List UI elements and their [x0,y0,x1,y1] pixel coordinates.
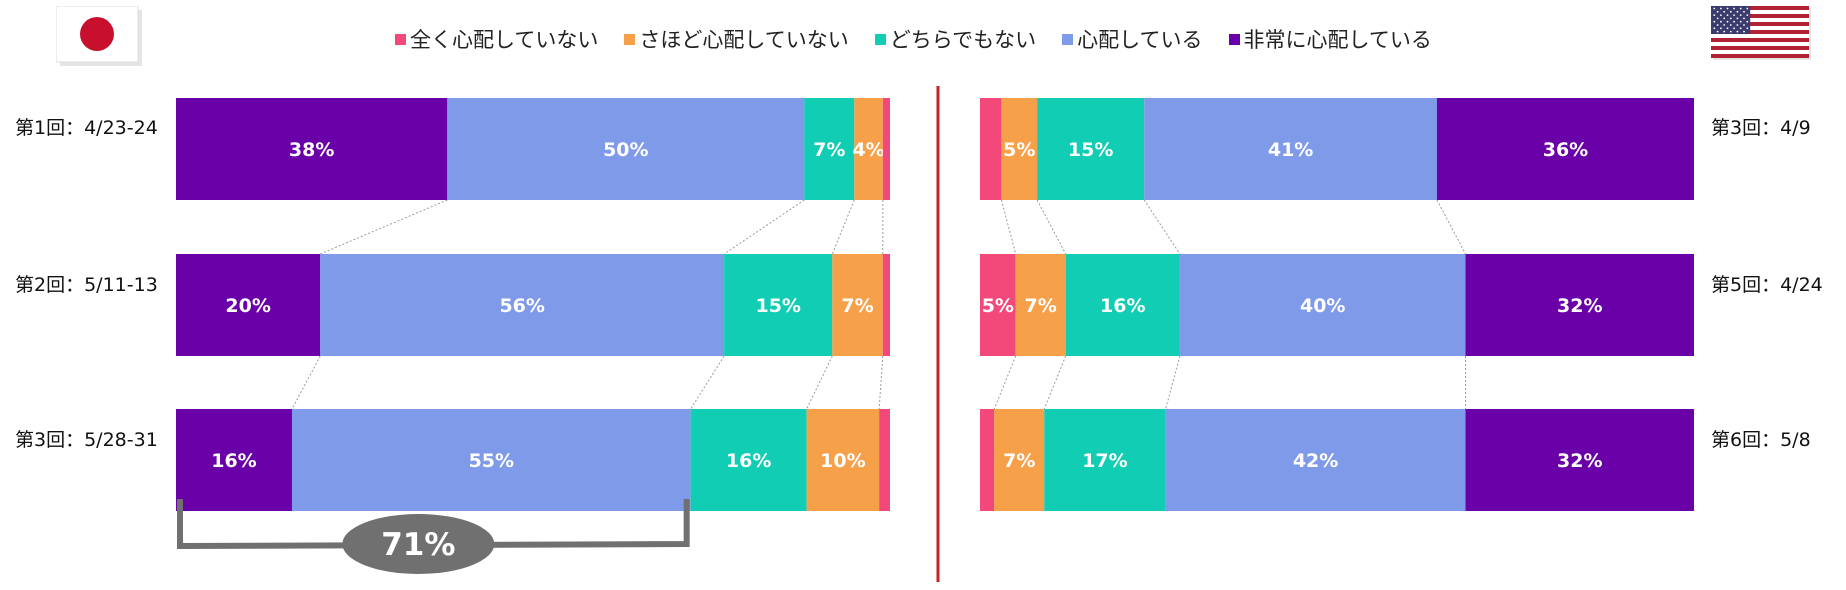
usa-bar-1-label-4: 41% [1268,139,1313,161]
usa-bar-1-segment-4 [1144,98,1437,200]
japan-bar-3-label-1: 16% [211,450,256,472]
legend-label: 心配している [1077,28,1203,52]
japan-connector-line [291,355,321,410]
usa-bar-3-label-5: 32% [1557,450,1602,472]
usa-bar-2-segment-4 [1179,254,1466,356]
japan-bar-1-label-1: 38% [289,139,334,161]
usa-bar-2-segment-5 [1465,254,1694,356]
usa-flag-icon [1711,6,1811,66]
legend-label: どちらでもない [889,28,1037,52]
japan-bar-1-segment-3 [804,98,855,200]
legend-item-3: どちらでもない [874,24,1037,54]
japan-bar-2-segment-5 [882,254,890,356]
japan-bar-2-label-3: 15% [755,295,800,317]
legend-item-5: 非常に心配している [1228,24,1432,54]
japan-row-label-2: 第2回：5/11-13 [15,274,158,296]
japan-row-label-3: 第3回：5/28-31 [15,429,158,451]
japan-bar-3-label-4: 10% [820,450,865,472]
usa-connector-line [1036,199,1067,255]
usa-bar-1-segment-1 [980,98,1002,200]
japan-bar-2-segment-1 [176,254,321,356]
usa-bar-2-segment-1 [980,254,1016,356]
japan-bar-2-segment-3 [724,254,833,356]
japan-connector-line [831,199,855,255]
japan-bar-1-label-4: 4% [852,139,884,161]
japan-flag-icon [55,5,144,70]
legend-label: 非常に心配している [1243,28,1432,52]
japan-bar-1-segment-1 [176,98,448,200]
usa-bar-1-segment-3 [1037,98,1145,200]
japan-bar-3-segment-4 [806,409,880,511]
legend: 全く心配していない さほど心配していない どちらでもない 心配している 非常に心配してい… [395,24,1458,54]
usa-connector-line [1143,199,1181,255]
usa-bar-1-segment-5 [1436,98,1694,200]
usa-row-label-1: 第3回：4/9 [1711,117,1811,139]
japan-bar-1-segment-2 [447,98,805,200]
japan-bar-1-label-3: 7% [813,139,845,161]
japan-bar-3-segment-3 [690,409,807,511]
annotation-bubble [342,514,495,574]
japan-row-label-1: 第1回：4/23-24 [15,117,158,139]
usa-bar-2-label-1: 5% [982,295,1014,317]
usa-bar-1-label-2: 5% [1003,139,1035,161]
usa-bar-3-segment-1 [980,409,995,511]
legend-label: さほど心配していない [639,28,849,52]
japan-connector-line [723,199,805,255]
japan-bar-2-label-2: 56% [499,295,544,317]
japan-bar-3-segment-1 [176,409,292,511]
japan-bar-1-segment-4 [854,98,883,200]
japan-bar-3-segment-5 [879,409,890,511]
usa-bar-3-label-3: 17% [1082,450,1127,472]
legend-swatch [1228,33,1240,45]
legend-swatch [874,33,886,45]
usa-connector-line [993,355,1017,410]
usa-bar-1-label-5: 36% [1543,139,1588,161]
usa-bar-2-label-4: 40% [1300,295,1345,317]
japan-connector-line [690,355,725,410]
usa-bar-2-label-2: 7% [1025,295,1057,317]
usa-bar-3-label-4: 42% [1293,450,1338,472]
usa-connector-line [1043,355,1067,410]
japan-bar-3-label-3: 16% [726,450,771,472]
usa-bar-2-label-5: 32% [1557,295,1602,317]
japan-bar-3-label-2: 55% [469,450,514,472]
japan-connector-line [806,355,833,410]
usa-connector-line [1436,199,1466,255]
japan-connector-line [320,199,448,255]
japan-bar-1-segment-5 [882,98,890,200]
legend-swatch [1062,33,1074,45]
usa-bar-2-label-3: 16% [1100,295,1145,317]
usa-bar-2-segment-2 [1015,254,1066,356]
japan-bar-1-label-2: 50% [603,139,648,161]
usa-bar-3-segment-5 [1465,409,1694,511]
legend-swatch [395,33,406,45]
usa-connector-line [1165,355,1181,410]
japan-bar-2-label-4: 7% [841,295,873,317]
legend-label: 全く心配していない [410,28,599,52]
japan-bar-2-segment-2 [320,254,725,356]
usa-bar-3-segment-3 [1044,409,1166,511]
legend-item-4: 心配している [1062,24,1203,54]
legend-swatch [624,33,636,45]
usa-row-label-3: 第6回：5/8 [1711,429,1811,451]
japan-bar-3-segment-2 [291,409,691,511]
usa-bar-2-segment-3 [1065,254,1180,356]
usa-row-label-2: 第5回：4/24 [1711,274,1823,296]
japan-bar-2-segment-4 [832,254,883,356]
usa-connector-line [1000,199,1017,255]
usa-bar-1-label-3: 15% [1068,139,1113,161]
usa-bar-3-label-2: 7% [1003,450,1035,472]
annotation-label: 71% [381,527,455,563]
usa-bar-3-segment-4 [1165,409,1466,511]
japan-connector-line [878,355,884,410]
legend-item-1: 全く心配していない [395,24,598,54]
japan-bar-2-label-1: 20% [225,295,270,317]
usa-bar-3-segment-2 [994,409,1045,511]
legend-item-2: さほど心配していない [624,24,849,54]
usa-bar-1-segment-2 [1001,98,1038,200]
